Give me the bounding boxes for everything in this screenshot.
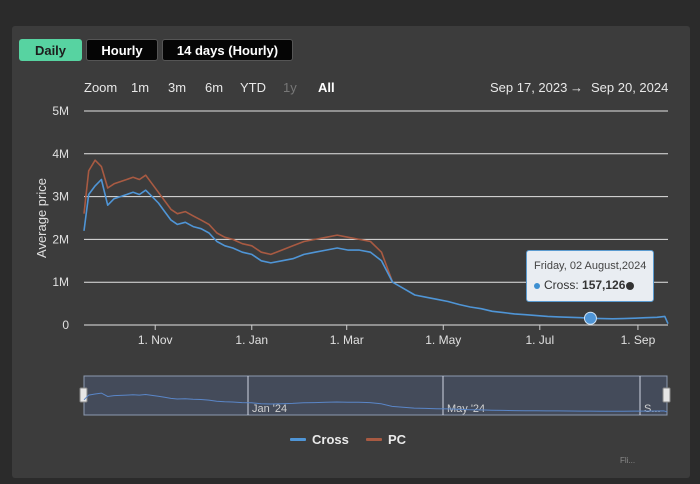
tab-14-days-hourly[interactable]: 14 days (Hourly) xyxy=(162,39,293,61)
tooltip-date: Friday, 02 August,2024 xyxy=(534,260,647,272)
tooltip-value: 157,126 xyxy=(582,278,626,292)
tooltip-series-label: Cross: xyxy=(544,278,579,292)
tab-hourly[interactable]: Hourly xyxy=(86,39,158,61)
tooltip-series-dot xyxy=(534,282,540,289)
date-range-from-input[interactable]: Sep 17, 2023 xyxy=(490,80,568,95)
legend-label-pc: PC xyxy=(388,432,407,447)
zoom-6m-button[interactable]: 6m xyxy=(205,80,224,95)
zoom-ytd-button[interactable]: YTD xyxy=(240,80,266,95)
zoom-3m-button[interactable]: 3m xyxy=(168,80,187,95)
zoom-label: Zoom xyxy=(84,80,118,95)
zoom-1m-button[interactable]: 1m xyxy=(131,80,150,95)
legend-item-cross[interactable]: Cross xyxy=(290,432,349,447)
coin-icon xyxy=(626,281,635,290)
date-range-arrow: → xyxy=(570,80,583,95)
legend-swatch-cross xyxy=(290,438,306,441)
legend-label-cross: Cross xyxy=(312,432,349,447)
legend-item-pc[interactable]: PC xyxy=(366,432,406,447)
legend-swatch-pc xyxy=(366,438,382,441)
watermark: Fli... xyxy=(620,456,636,465)
zoom-1y-button[interactable]: 1y xyxy=(283,80,297,95)
tab-daily[interactable]: Daily xyxy=(19,39,82,61)
tooltip: Friday, 02 August,2024 Cross: 157,126 xyxy=(526,250,654,302)
date-range-to-input[interactable]: Sep 20, 2024 xyxy=(591,80,669,95)
zoom-all-button[interactable]: All xyxy=(318,80,335,95)
tooltip-row: Cross: 157,126 xyxy=(534,278,635,292)
